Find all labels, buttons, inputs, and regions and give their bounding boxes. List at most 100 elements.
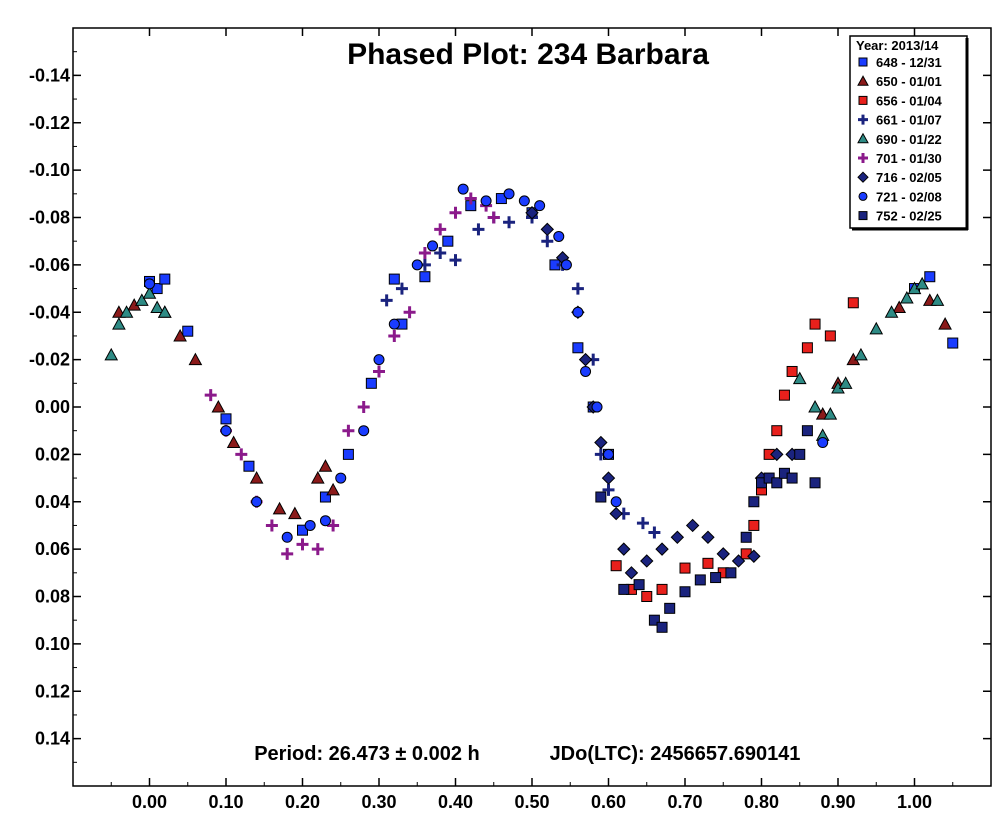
data-point <box>809 318 821 330</box>
data-point <box>310 471 325 484</box>
data-point <box>808 399 822 413</box>
data-point <box>358 425 370 437</box>
data-point <box>740 531 752 543</box>
data-point <box>188 352 203 366</box>
legend-entry-label: 690 - 01/22 <box>876 132 942 147</box>
chart-title: Phased Plot: 234 Barbara <box>347 38 709 71</box>
data-point <box>786 365 798 377</box>
data-point <box>869 321 884 335</box>
data-point <box>204 389 217 402</box>
data-point <box>801 425 813 437</box>
data-point <box>702 557 714 569</box>
y-tick-label: 0.08 <box>35 587 70 607</box>
legend-entry-label: 716 - 02/05 <box>876 170 942 185</box>
data-point <box>655 542 669 556</box>
data-point <box>503 188 515 200</box>
legend-marker <box>857 171 869 183</box>
data-point <box>884 305 899 318</box>
data-point <box>311 543 324 556</box>
data-point <box>792 371 807 385</box>
data-point <box>365 377 377 389</box>
data-point <box>357 401 370 413</box>
data-point <box>847 297 859 309</box>
data-point <box>418 247 431 260</box>
legend-entry-label: 752 - 02/25 <box>876 209 942 224</box>
data-point <box>594 435 608 450</box>
x-tick-label: 0.70 <box>667 792 702 812</box>
data-point <box>220 413 232 425</box>
data-point <box>602 483 615 496</box>
data-point <box>930 293 945 306</box>
data-point <box>685 518 700 533</box>
data-point <box>747 549 761 563</box>
data-point <box>534 200 546 212</box>
data-point <box>319 515 331 527</box>
data-point <box>794 448 806 460</box>
legend-entry-label: 650 - 01/01 <box>876 74 942 89</box>
data-point <box>150 300 164 314</box>
legend-entry-label: 721 - 02/08 <box>876 189 942 204</box>
y-tick-label: -0.08 <box>29 208 70 228</box>
data-point <box>725 567 737 579</box>
data-point <box>748 496 760 508</box>
data-point <box>235 448 248 461</box>
y-tick-label: 0.14 <box>35 729 70 749</box>
data-point <box>281 531 293 543</box>
data-point <box>824 330 836 342</box>
data-point <box>601 471 616 485</box>
data-point <box>771 425 783 437</box>
data-point <box>710 572 722 584</box>
data-point <box>679 562 691 574</box>
data-point <box>924 271 936 283</box>
y-tick-label: 0.12 <box>35 681 70 701</box>
data-point <box>487 211 500 224</box>
legend-marker <box>857 132 869 144</box>
data-point <box>211 399 226 413</box>
y-tick-label: -0.02 <box>29 350 70 370</box>
data-point <box>900 290 914 304</box>
data-point <box>518 195 530 207</box>
x-tick-label: 0.30 <box>361 792 396 812</box>
data-point <box>817 437 829 449</box>
data-point <box>373 354 385 366</box>
data-point <box>104 347 119 361</box>
data-point <box>449 206 462 219</box>
data-point <box>251 496 263 508</box>
data-point <box>823 407 838 420</box>
data-point <box>457 183 469 195</box>
data-point <box>226 435 241 449</box>
data-point <box>288 506 302 520</box>
data-point <box>220 425 232 437</box>
data-point <box>595 491 607 503</box>
y-tick-label: -0.06 <box>29 255 70 275</box>
legend-marker <box>858 95 868 105</box>
data-point <box>854 347 868 361</box>
y-tick-label: 0.02 <box>35 444 70 464</box>
legend-entry-label: 648 - 12/31 <box>876 55 942 70</box>
legend-entry-label: 661 - 01/07 <box>876 113 942 128</box>
data-point <box>947 337 959 349</box>
data-point <box>572 306 584 318</box>
data-point <box>801 342 813 354</box>
data-point <box>319 491 331 503</box>
data-point <box>472 223 485 236</box>
x-tick-label: 0.20 <box>285 792 320 812</box>
data-point <box>716 547 730 561</box>
legend: Year: 2013/14 648 - 12/31 650 - 01/01 656 … <box>849 35 969 231</box>
data-point <box>572 342 584 354</box>
data-point <box>427 240 439 252</box>
data-point <box>135 293 149 306</box>
data-point <box>327 519 340 532</box>
data-point <box>388 318 400 330</box>
y-tick-label: -0.12 <box>29 113 70 133</box>
data-point <box>915 276 929 290</box>
data-point <box>434 223 447 236</box>
data-point <box>694 574 706 586</box>
legend-marker <box>858 153 868 163</box>
data-point <box>809 477 821 489</box>
data-point <box>541 235 554 248</box>
y-tick-label: -0.14 <box>29 65 70 85</box>
legend-box <box>849 35 968 229</box>
data-point <box>419 271 431 283</box>
data-point <box>580 365 592 377</box>
